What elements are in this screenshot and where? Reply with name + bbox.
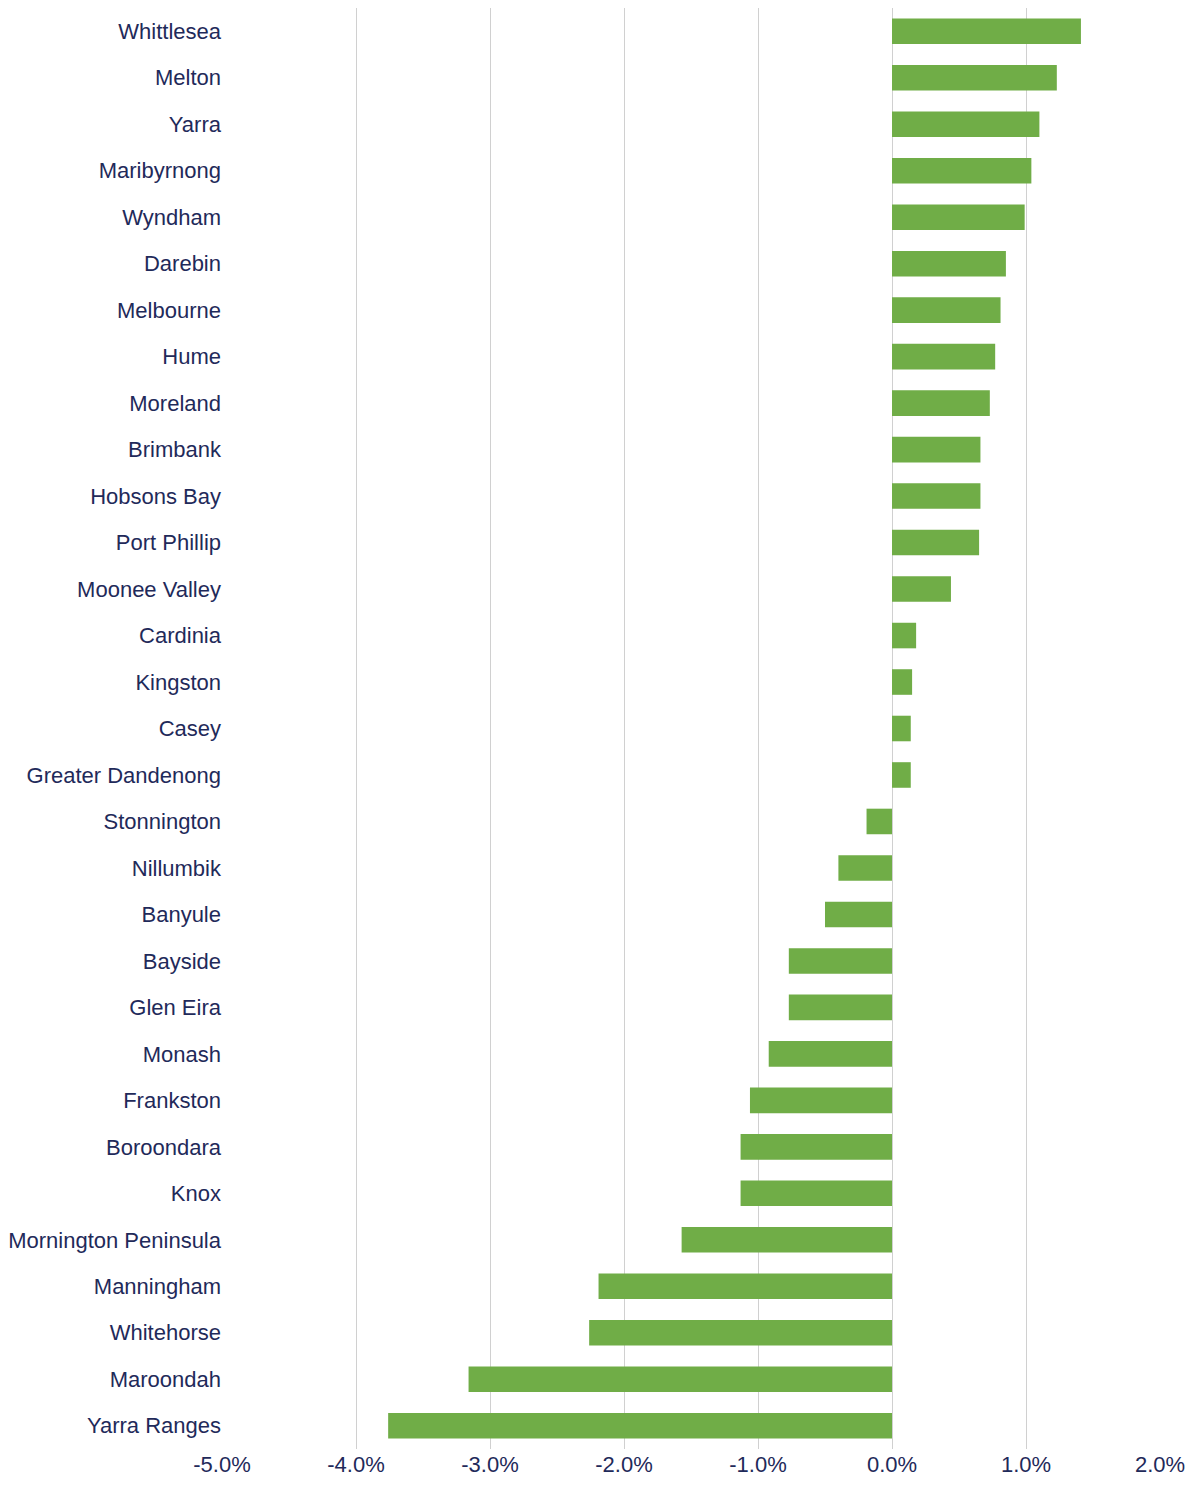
svg-text:Cardinia: Cardinia [139,623,222,648]
svg-text:Moreland: Moreland [129,391,221,416]
svg-text:Hobsons Bay: Hobsons Bay [90,484,221,509]
svg-text:-1.0%: -1.0% [729,1452,786,1477]
svg-text:Knox: Knox [171,1181,221,1206]
svg-text:Stonnington: Stonnington [104,809,221,834]
svg-text:Melbourne: Melbourne [117,298,221,323]
svg-text:2.0%: 2.0% [1135,1452,1185,1477]
svg-text:Maroondah: Maroondah [110,1367,221,1392]
svg-text:Bayside: Bayside [143,949,221,974]
svg-text:Whittlesea: Whittlesea [118,19,221,44]
svg-text:Yarra Ranges: Yarra Ranges [87,1413,221,1438]
svg-text:Monash: Monash [143,1042,221,1067]
svg-text:Greater Dandenong: Greater Dandenong [27,763,221,788]
svg-text:Banyule: Banyule [141,902,221,927]
svg-text:Nillumbik: Nillumbik [132,856,222,881]
svg-text:Melton: Melton [155,65,221,90]
svg-text:Port Phillip: Port Phillip [116,530,221,555]
svg-text:-4.0%: -4.0% [327,1452,384,1477]
svg-text:Brimbank: Brimbank [128,437,222,462]
svg-text:Mornington Peninsula: Mornington Peninsula [8,1228,222,1253]
svg-text:Moonee Valley: Moonee Valley [77,577,221,602]
svg-text:-5.0%: -5.0% [193,1452,250,1477]
svg-text:Darebin: Darebin [144,251,221,276]
svg-text:Manningham: Manningham [94,1274,221,1299]
svg-text:Hume: Hume [162,344,221,369]
svg-text:Whitehorse: Whitehorse [110,1320,221,1345]
svg-text:Frankston: Frankston [123,1088,221,1113]
svg-text:Glen Eira: Glen Eira [129,995,221,1020]
svg-text:Yarra: Yarra [169,112,222,137]
svg-text:Boroondara: Boroondara [106,1135,222,1160]
svg-text:Casey: Casey [159,716,221,741]
svg-text:Wyndham: Wyndham [122,205,221,230]
svg-text:-3.0%: -3.0% [461,1452,518,1477]
svg-text:0.0%: 0.0% [867,1452,917,1477]
svg-text:Kingston: Kingston [135,670,221,695]
svg-text:1.0%: 1.0% [1001,1452,1051,1477]
svg-text:-2.0%: -2.0% [595,1452,652,1477]
svg-text:Maribyrnong: Maribyrnong [99,158,221,183]
